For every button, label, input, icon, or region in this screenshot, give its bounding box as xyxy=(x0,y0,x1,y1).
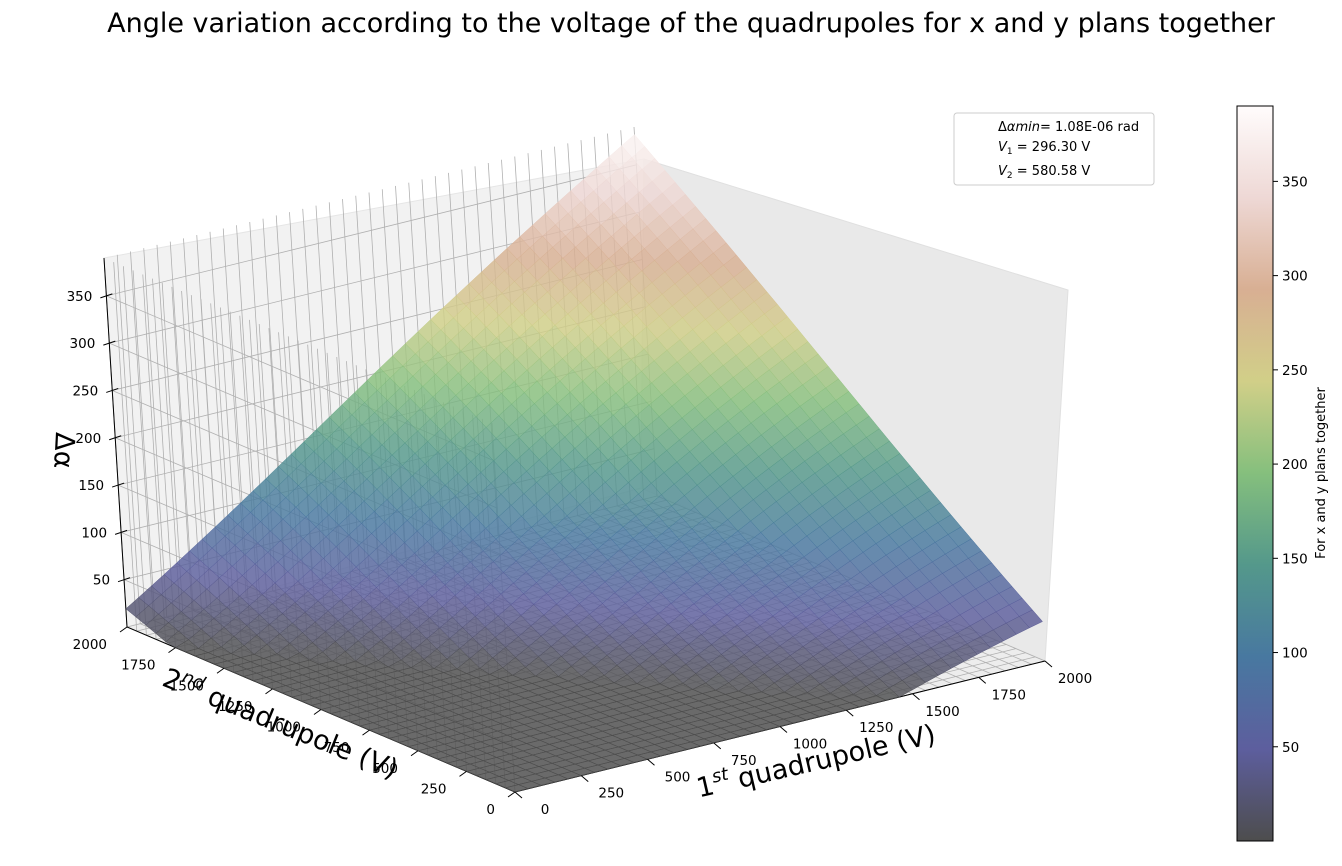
y-tick-mark xyxy=(507,791,516,798)
wall-grid-vertical-x xyxy=(143,248,168,618)
y-tick-label: 1000 xyxy=(267,720,301,736)
y-tick-label: 1750 xyxy=(121,658,155,674)
surface-mesh xyxy=(125,134,1043,793)
x-tick-mark xyxy=(978,676,987,684)
y-tick-label: 250 xyxy=(421,781,447,797)
legend: Δαmin= 1.08E-06 rad V1 = 296.30 V V2 = 5… xyxy=(953,112,1155,186)
x-tick-label: 1500 xyxy=(925,704,959,720)
x-tick-mark xyxy=(580,775,589,783)
y-tick-mark xyxy=(410,750,419,757)
z-axis-line xyxy=(103,257,128,628)
z-tick-label: 100 xyxy=(81,525,107,541)
colorbar-tick-label: 100 xyxy=(1282,646,1308,662)
x-label-sup: st xyxy=(710,763,732,787)
wall-grid-vertical-y xyxy=(132,270,157,640)
wall-grid-vertical-x xyxy=(156,244,181,614)
z-tick-label: 200 xyxy=(75,431,101,447)
x-tick-label: 2000 xyxy=(1058,671,1092,687)
z-tick-label: 350 xyxy=(67,289,93,305)
y-tick-label: 1500 xyxy=(170,678,204,694)
x-tick-label: 1000 xyxy=(793,737,827,753)
colorbar-ticks: 50 100 150 200 250 300 350 xyxy=(1273,174,1308,756)
y-tick-mark xyxy=(265,688,273,695)
wall-grid-vertical-x xyxy=(169,241,194,611)
x-tick-mark xyxy=(779,726,788,733)
colorbar: 50 100 150 200 250 300 350 For x and y plans t… xyxy=(1236,105,1329,842)
z-tick-mark xyxy=(114,529,128,535)
x-tick-label: 500 xyxy=(665,769,691,785)
wall-grid-vertical-x xyxy=(130,251,154,621)
colorbar-tick-label: 300 xyxy=(1282,269,1308,285)
x-tick-mark xyxy=(713,742,722,750)
z-tick-mark xyxy=(103,340,116,346)
x-tick-mark xyxy=(647,758,655,766)
z-tick-label: 250 xyxy=(72,383,98,399)
y-tick-mark xyxy=(119,626,128,633)
x-tick-mark xyxy=(514,791,523,799)
z-tick-mark xyxy=(100,293,113,299)
wall-grid-z-back xyxy=(106,164,637,297)
colorbar-tick-label: 200 xyxy=(1282,457,1308,473)
x-tick-mark xyxy=(912,693,920,701)
colorbar-tick-label: 250 xyxy=(1282,363,1308,379)
y-tick-mark xyxy=(459,770,467,777)
legend-box xyxy=(953,112,1155,186)
svg-text:Δα: Δα xyxy=(47,432,80,470)
z-axis-label: Δα xyxy=(47,432,80,470)
wall-grid-vertical-y xyxy=(113,262,138,632)
x-tick-label: 0 xyxy=(541,802,550,818)
surface-cell xyxy=(504,784,530,793)
y-tick-label: 2000 xyxy=(73,637,107,653)
x-tick-mark xyxy=(1044,660,1053,668)
z-tick-mark xyxy=(117,577,131,583)
z-tick-mark xyxy=(109,435,122,441)
y-tick-label: 500 xyxy=(372,761,398,777)
colorbar-label: For x and y plans together xyxy=(1314,387,1329,559)
y-tick-mark xyxy=(362,729,370,736)
wall-grid-vertical-x xyxy=(116,254,141,624)
x-label-main: 1 xyxy=(694,770,718,804)
y-tick-label: 0 xyxy=(486,802,495,818)
z-tick-mark xyxy=(106,387,119,393)
z-tick-label: 150 xyxy=(78,478,104,494)
z-tick-mark xyxy=(111,482,125,488)
legend-entry-v1: V1 = 296.30 V xyxy=(998,140,1090,157)
y-tick-mark xyxy=(168,647,176,654)
colorbar-tick-label: 350 xyxy=(1282,174,1308,190)
legend-entry-v2: V2 = 580.58 V xyxy=(998,164,1090,181)
axis-ticks: 0250500750100012501500175020000250500750… xyxy=(67,289,1093,818)
z-tick-label: 50 xyxy=(93,573,110,589)
z-tick-label: 300 xyxy=(70,336,96,352)
y-tick-label: 750 xyxy=(324,740,350,756)
wall-grid-vertical-y xyxy=(123,266,147,636)
y-tick-label: 1250 xyxy=(218,699,252,715)
x-tick-label: 750 xyxy=(731,753,757,769)
colorbar-tick-label: 50 xyxy=(1282,740,1299,756)
colorbar-gradient-rect xyxy=(1236,105,1274,842)
colorbar-tick-label: 150 xyxy=(1282,551,1308,567)
x-tick-label: 1250 xyxy=(859,720,893,736)
y-tick-mark xyxy=(216,667,225,674)
chart-title: Angle variation according to the voltage… xyxy=(107,8,1276,39)
x-tick-label: 250 xyxy=(598,786,624,802)
x-tick-mark xyxy=(845,709,854,717)
x-tick-label: 1750 xyxy=(992,687,1026,703)
y-tick-mark xyxy=(313,709,322,715)
legend-entry-min: Δαmin= 1.08E-06 rad xyxy=(998,120,1139,135)
